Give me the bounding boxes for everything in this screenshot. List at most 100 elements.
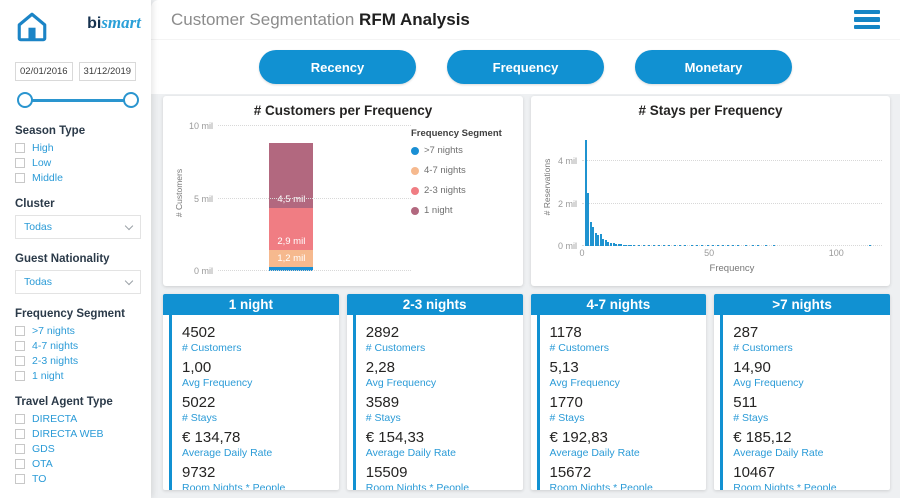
filter-option[interactable]: High [15, 142, 141, 154]
checkbox-icon[interactable] [15, 474, 25, 484]
metric-value: 3589 [365, 394, 400, 411]
filter-option[interactable]: DIRECTA [15, 413, 141, 425]
legend-item[interactable]: 2-3 nights [411, 185, 515, 196]
histogram-bar[interactable] [627, 244, 630, 246]
checkbox-icon[interactable] [15, 429, 25, 439]
histogram-bar[interactable] [737, 245, 740, 246]
filter-option[interactable]: Middle [15, 172, 141, 184]
histogram-bar[interactable] [673, 245, 676, 246]
histogram-bar[interactable] [584, 139, 587, 246]
filter-option[interactable]: TO [15, 473, 141, 485]
histogram-bar[interactable] [622, 244, 625, 246]
chart2-y-axis-title: # Reservations [542, 158, 552, 216]
slider-handle-end[interactable] [123, 92, 139, 108]
checkbox-icon[interactable] [15, 414, 25, 424]
legend-item[interactable]: 4-7 nights [411, 165, 515, 176]
histogram-bar[interactable] [772, 245, 775, 246]
legend-item[interactable]: >7 nights [411, 145, 515, 156]
bar-segment[interactable]: 2,9 mil [269, 207, 314, 250]
histogram-bar[interactable] [609, 242, 612, 246]
filter-option[interactable]: GDS [15, 443, 141, 455]
filter-option[interactable]: 4-7 nights [15, 340, 141, 352]
date-end-field[interactable]: 31/12/2019 [78, 62, 137, 81]
histogram-bar[interactable] [653, 245, 656, 246]
bar-segment[interactable] [269, 266, 314, 271]
histogram-bar[interactable] [597, 235, 600, 246]
checkbox-icon[interactable] [15, 356, 25, 366]
histogram-bar[interactable] [594, 233, 597, 246]
histogram-bar[interactable] [625, 244, 628, 246]
checkbox-icon[interactable] [15, 173, 25, 183]
histogram-bar[interactable] [726, 244, 729, 246]
histogram-bar[interactable] [599, 234, 602, 246]
date-start-field[interactable]: 02/01/2016 [15, 62, 73, 81]
histogram-bar[interactable] [752, 244, 755, 246]
slider-handle-start[interactable] [17, 92, 33, 108]
checkbox-icon[interactable] [15, 459, 25, 469]
checkbox-icon[interactable] [15, 371, 25, 381]
filter-option-label: 2-3 nights [32, 355, 79, 367]
histogram-bar[interactable] [732, 244, 734, 246]
histogram-bar[interactable] [744, 244, 747, 246]
histogram-bar[interactable] [632, 244, 635, 246]
histogram-plot[interactable] [582, 134, 882, 246]
nav-button-frequency[interactable]: Frequency [447, 50, 604, 84]
histogram-bar[interactable] [869, 244, 872, 246]
histogram-bar[interactable] [643, 245, 646, 246]
filter-option[interactable]: OTA [15, 458, 141, 470]
nav-button-monetary[interactable]: Monetary [635, 50, 792, 84]
home-icon[interactable] [15, 10, 49, 44]
dropdown-cluster[interactable]: Todas [15, 215, 141, 239]
checkbox-icon[interactable] [15, 444, 25, 454]
histogram-bar[interactable] [706, 244, 709, 246]
metric-value: 2892 [365, 324, 400, 341]
histogram-bar[interactable] [615, 243, 618, 246]
filter-option[interactable]: 1 night [15, 370, 141, 382]
metric-value: € 134,78 [182, 429, 241, 446]
histogram-bar[interactable] [648, 244, 651, 246]
nav-button-recency[interactable]: Recency [259, 50, 416, 84]
histogram-bar[interactable] [663, 245, 666, 246]
checkbox-icon[interactable] [15, 143, 25, 153]
histogram-bar[interactable] [612, 243, 615, 246]
histogram-bar[interactable] [678, 245, 681, 246]
filter-title: Travel Agent Type [15, 396, 113, 408]
histogram-bar[interactable] [757, 244, 760, 246]
histogram-bar[interactable] [716, 244, 719, 246]
histogram-bar[interactable] [683, 245, 686, 246]
histogram-bar[interactable] [604, 240, 607, 246]
histogram-bar[interactable] [620, 244, 623, 246]
histogram-bar[interactable] [691, 245, 694, 246]
histogram-bar[interactable] [587, 193, 590, 246]
date-range-slider[interactable] [17, 89, 139, 111]
histogram-bar[interactable] [711, 244, 714, 246]
dropdown-guest-nationality[interactable]: Todas [15, 270, 141, 294]
bar-segment[interactable]: 4,5 mil [269, 142, 314, 208]
metric-label: Room Nights * People [733, 482, 837, 490]
chart1-y-axis-title: # Customers [174, 168, 184, 218]
bar-segment[interactable]: 1,2 mil [269, 249, 314, 267]
histogram-bar[interactable] [637, 244, 640, 246]
histogram-bar[interactable] [668, 245, 671, 246]
histogram-bar[interactable] [617, 244, 620, 246]
histogram-bar[interactable] [607, 241, 610, 246]
histogram-bar[interactable] [630, 244, 633, 246]
filter-option[interactable]: DIRECTA WEB [15, 428, 141, 440]
histogram-bar[interactable] [589, 221, 592, 246]
checkbox-icon[interactable] [15, 326, 25, 336]
filter-option[interactable]: 2-3 nights [15, 355, 141, 367]
histogram-bar[interactable] [696, 244, 699, 246]
checkbox-icon[interactable] [15, 341, 25, 351]
histogram-bar[interactable] [721, 244, 724, 246]
legend-item[interactable]: 1 night [411, 205, 515, 216]
filter-option[interactable]: Low [15, 157, 141, 169]
histogram-bar[interactable] [658, 244, 661, 246]
stacked-bar[interactable]: 1,2 mil 2,9 mil 4,5 mil [269, 126, 314, 271]
checkbox-icon[interactable] [15, 158, 25, 168]
filter-option[interactable]: >7 nights [15, 325, 141, 337]
histogram-bar[interactable] [602, 238, 605, 246]
histogram-bar[interactable] [592, 226, 595, 246]
histogram-bar[interactable] [765, 244, 768, 246]
menu-icon[interactable] [854, 9, 880, 30]
histogram-bar[interactable] [701, 245, 704, 246]
